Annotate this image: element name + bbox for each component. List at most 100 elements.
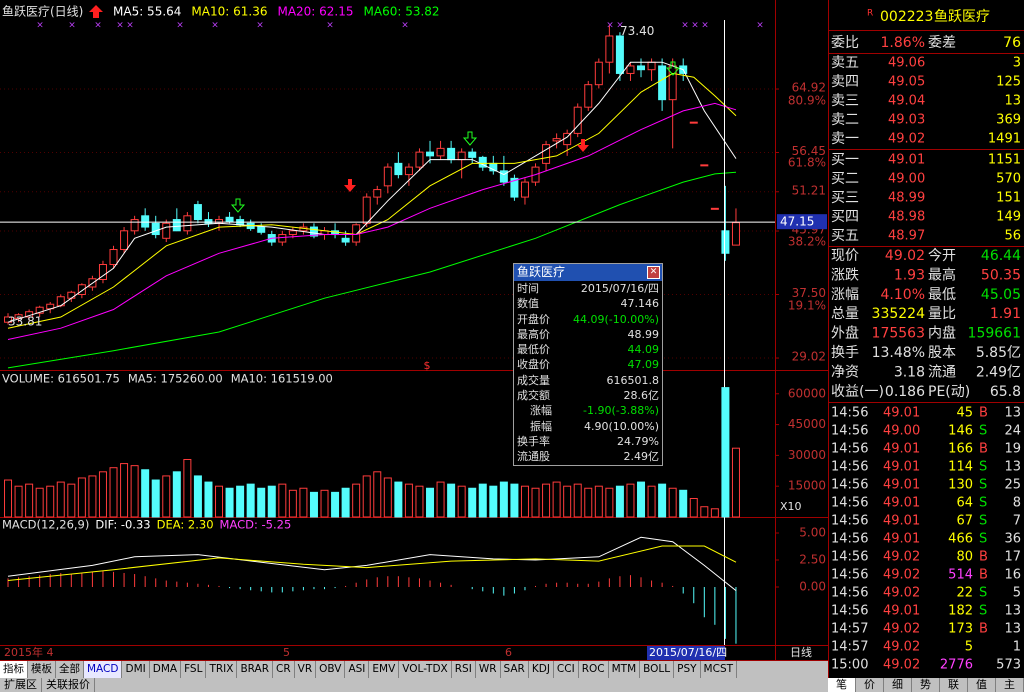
indicator-tab[interactable]: SAR: [501, 661, 529, 678]
indicator-tab[interactable]: WR: [476, 661, 501, 678]
indicator-tab[interactable]: VR: [295, 661, 317, 678]
date-cursor: 2015/07/16/四: [649, 646, 727, 659]
ma-line: [7, 171, 737, 369]
field-value: 1.86%: [881, 35, 925, 51]
tick-price: 49.01: [883, 514, 920, 529]
indicator-tab[interactable]: DMA: [150, 661, 182, 678]
volume-bar: [605, 487, 614, 518]
indicator-tab[interactable]: PSY: [674, 661, 701, 678]
field-value: 3.18: [894, 364, 925, 380]
field-value: 4.10%: [881, 287, 925, 303]
candle-body: [67, 291, 76, 299]
indicator-tab[interactable]: MTM: [609, 661, 641, 678]
candle-body: [520, 181, 529, 198]
close-button[interactable]: ✕: [647, 266, 660, 279]
macd-line: [7, 536, 737, 591]
book-price: 48.97: [888, 229, 925, 244]
tick-volume: 80: [956, 550, 973, 565]
volume-bar: [689, 498, 698, 518]
field-value: 159661: [968, 326, 1021, 342]
legend-entry: MA5: 55.64: [113, 5, 181, 19]
fib-label: 61.8%: [788, 156, 826, 170]
indicator-tab[interactable]: DMI: [122, 661, 150, 678]
indicator-tab[interactable]: CCI: [554, 661, 579, 678]
tick-count: 17: [1004, 550, 1021, 565]
popup-label: 成交量: [517, 373, 550, 387]
indicator-tab[interactable]: ROC: [579, 661, 609, 678]
panel-tab[interactable]: 笔: [828, 678, 856, 692]
candle-body: [288, 230, 297, 236]
high-label: 73.40: [620, 24, 654, 38]
field-label: 最高: [928, 266, 956, 283]
tick-count: 1: [1013, 640, 1021, 655]
candle-body: [689, 121, 698, 124]
indicator-tab[interactable]: TRIX: [206, 661, 238, 678]
candle-body: [637, 65, 646, 71]
volume-bar: [120, 463, 129, 518]
volume-bar: [478, 483, 487, 518]
field-value: 5.85亿: [976, 345, 1021, 361]
book-volume: 125: [996, 75, 1021, 90]
volume-bar: [668, 487, 677, 518]
panel-tab[interactable]: 细: [884, 678, 912, 692]
event-marker: ×: [211, 21, 219, 31]
tick-side: S: [979, 586, 987, 601]
tick-time: 14:56: [831, 550, 868, 565]
field-label: 换手: [831, 344, 859, 361]
cursor-box: [777, 214, 827, 230]
popup-value: 48.99: [627, 327, 660, 341]
sell-arrow: [230, 198, 246, 213]
candle-body: [573, 106, 582, 134]
bottom-tab[interactable]: 关联报价: [42, 678, 95, 692]
volume-bar: [542, 483, 551, 518]
book-label: 卖三: [831, 93, 859, 109]
indicator-tab[interactable]: MCST: [701, 661, 738, 678]
event-marker: ×: [616, 21, 624, 31]
indicator-tab[interactable]: FSL: [181, 661, 207, 678]
volume-bar: [721, 387, 730, 518]
tick-side: B: [979, 406, 988, 421]
panel-tab[interactable]: 主: [996, 678, 1024, 692]
tick-time: 14:57: [831, 640, 868, 655]
y-tick-label: 64.92: [792, 81, 826, 95]
indicator-tab[interactable]: EMV: [369, 661, 400, 678]
tick-side: S: [979, 460, 987, 475]
indicator-tab[interactable]: 模板: [28, 661, 56, 678]
field-value: 175563: [872, 326, 925, 342]
tick-volume: 114: [948, 460, 973, 475]
book-price: 49.01: [888, 153, 925, 168]
info-popup: 鱼跃医疗 ✕ 时间 2015/07/16/四 数值 47.146 开盘价 44.09(-10…: [513, 263, 663, 466]
indicator-tab[interactable]: RSI: [452, 661, 476, 678]
bottom-tab[interactable]: 扩展区: [0, 678, 42, 692]
volume-bar: [373, 471, 382, 518]
indicator-tab[interactable]: KDJ: [529, 661, 554, 678]
candle-body: [193, 204, 202, 221]
panel-tab[interactable]: 联: [940, 678, 968, 692]
event-marker: ×: [606, 21, 614, 31]
volume-bar: [246, 483, 255, 518]
y-tick-label: 56.45: [792, 144, 826, 158]
indicator-tab[interactable]: 指标: [0, 661, 28, 678]
indicator-tab[interactable]: VOL-TDX: [399, 661, 452, 678]
popup-row: 收盘价 47.09: [514, 357, 662, 372]
indicator-tab[interactable]: CR: [273, 661, 295, 678]
indicator-tab[interactable]: ASI: [345, 661, 370, 678]
cursor-price: 47.15: [780, 215, 814, 229]
indicator-tab[interactable]: OBV: [316, 661, 346, 678]
panel-tab[interactable]: 势: [912, 678, 940, 692]
volume-bar: [520, 485, 529, 518]
indicator-tab[interactable]: MACD: [84, 661, 123, 678]
macd-line: [7, 545, 737, 581]
indicator-tab[interactable]: BOLL: [640, 661, 675, 678]
panel-tab[interactable]: 价: [856, 678, 884, 692]
tick-price: 49.02: [883, 586, 920, 601]
low-label: 33.81: [8, 315, 42, 329]
tick-side: S: [979, 604, 987, 619]
panel-tab[interactable]: 值: [968, 678, 996, 692]
candle-body: [109, 249, 118, 266]
indicator-tab[interactable]: BRAR: [237, 661, 273, 678]
indicator-tab[interactable]: 全部: [56, 661, 84, 678]
